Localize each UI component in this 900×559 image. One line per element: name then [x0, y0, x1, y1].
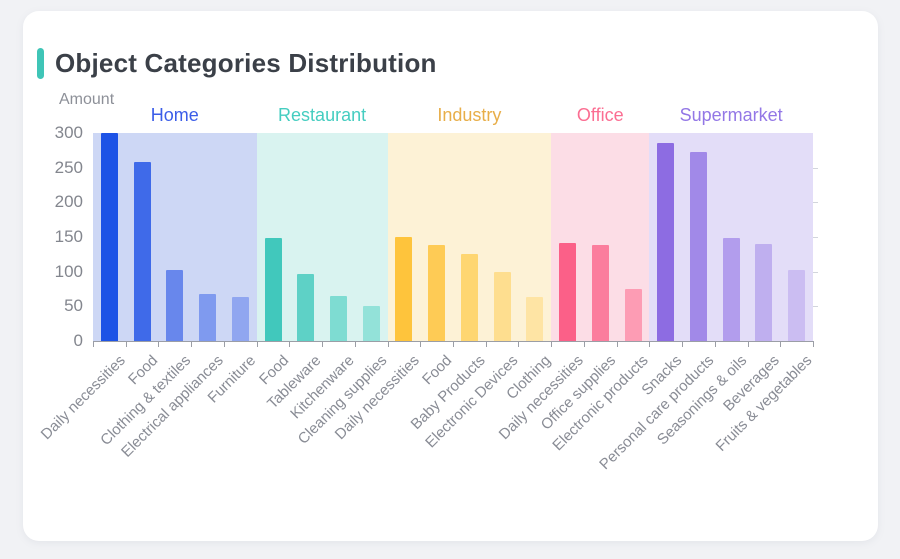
- y-axis-minor-tick: [813, 271, 818, 273]
- x-axis-tick: [223, 342, 225, 347]
- bar-daily-necessities[interactable]: [559, 242, 577, 341]
- bar-daily-necessities[interactable]: [100, 133, 118, 341]
- y-axis-minor-tick: [813, 202, 818, 204]
- bar-food[interactable]: [264, 238, 282, 341]
- bar-cleaning-supplies[interactable]: [362, 305, 380, 341]
- x-axis-tick: [125, 342, 127, 347]
- y-axis-minor-tick: [813, 237, 818, 238]
- x-axis-tick: [420, 342, 422, 347]
- y-axis-tick-label: 300: [54, 123, 83, 142]
- bar-tableware[interactable]: [297, 273, 315, 341]
- x-axis-tick: [387, 342, 389, 347]
- x-axis-tick: [616, 342, 618, 347]
- y-axis-tick-label: 50: [64, 296, 83, 316]
- bar-electrical-appliances[interactable]: [199, 293, 217, 341]
- group-label-office: Office: [576, 105, 624, 125]
- x-axis-tick: [453, 342, 454, 347]
- group-label-industry: Industry: [437, 105, 502, 125]
- x-axis-tick: [583, 342, 585, 347]
- chart-title: Object Categories Distribution: [55, 48, 437, 78]
- bar-chart: 0 50 100 150 200 250 300 Home Daily necessities F…: [23, 11, 878, 541]
- y-axis-title: Amount: [59, 91, 115, 108]
- bar-baby-products[interactable]: [460, 253, 478, 341]
- x-axis-tick: [813, 342, 814, 347]
- x-axis-tick: [649, 342, 651, 347]
- x-axis-tick: [354, 342, 356, 347]
- x-axis-tick: [322, 342, 324, 347]
- x-axis-tick: [256, 342, 258, 347]
- bar-clothing[interactable]: [526, 297, 544, 341]
- bar-snacks[interactable]: [657, 143, 675, 341]
- bar-electronic-devices[interactable]: [493, 272, 511, 341]
- x-axis-tick: [158, 342, 160, 347]
- bar-kitchenware[interactable]: [329, 295, 347, 341]
- x-axis-tick: [485, 342, 487, 347]
- y-axis-minor-tick: [813, 167, 818, 169]
- x-axis-tick: [191, 342, 193, 347]
- y-axis-tick-label: 0: [73, 331, 83, 350]
- y-axis-tick-label: 100: [54, 261, 83, 281]
- bar-daily-necessities[interactable]: [395, 237, 413, 341]
- x-axis-tick: [747, 342, 749, 347]
- bar-electronic-products[interactable]: [624, 289, 642, 341]
- bar-personal-care-products[interactable]: [689, 152, 707, 341]
- x-axis-tick: [93, 342, 94, 347]
- x-axis-tick: [682, 342, 684, 347]
- y-axis-tick-label: 150: [54, 227, 83, 246]
- x-axis-tick: [780, 342, 782, 347]
- y-axis-tick-label: 200: [54, 192, 83, 212]
- x-axis-tick: [551, 342, 553, 347]
- group-label-home: Home: [150, 105, 199, 125]
- x-axis-tick: [289, 342, 291, 347]
- x-axis-tick: [518, 342, 520, 347]
- bar-furniture[interactable]: [231, 297, 249, 341]
- y-axis-minor-tick: [813, 306, 818, 308]
- x-axis-tick: [714, 342, 716, 347]
- y-axis-tick-label: 250: [54, 157, 83, 177]
- title-accent-bar: [37, 48, 44, 79]
- group-label-supermarket: Supermarket: [679, 105, 783, 125]
- bar-seasonings-oils[interactable]: [722, 238, 740, 341]
- bar-food[interactable]: [428, 245, 446, 341]
- bar-office-supplies[interactable]: [591, 245, 609, 341]
- bar-clothing-textiles[interactable]: [166, 270, 184, 341]
- chart-card: Object Categories Distribution Amount 0 5…: [23, 11, 878, 541]
- bar-food[interactable]: [133, 162, 151, 341]
- x-axis-line: [93, 341, 814, 342]
- bar-beverages[interactable]: [755, 243, 773, 341]
- group-label-restaurant: Restaurant: [278, 105, 367, 125]
- title-row: Object Categories Distribution: [37, 48, 437, 79]
- bar-fruits-vegetables[interactable]: [788, 270, 806, 341]
